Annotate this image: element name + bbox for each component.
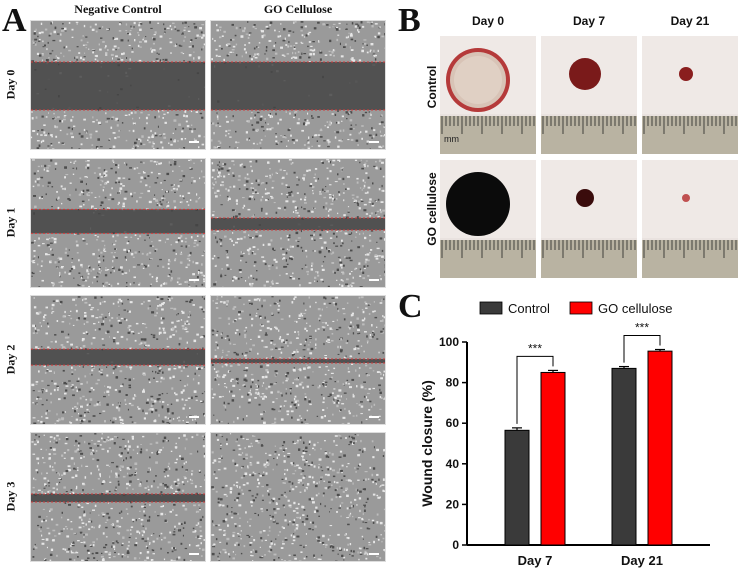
y-tick-label: 40 bbox=[446, 457, 460, 471]
bar bbox=[504, 429, 530, 546]
y-tick-label: 80 bbox=[446, 376, 460, 390]
x-category-label: Day 21 bbox=[621, 553, 663, 568]
panel-b-row-control: Control bbox=[425, 65, 439, 109]
microscopy-image bbox=[210, 158, 386, 288]
panel-a-row-label: Day 2 bbox=[3, 344, 18, 375]
microscopy-image bbox=[210, 295, 386, 425]
y-tick-label: 100 bbox=[439, 335, 459, 349]
wound-photo bbox=[440, 160, 536, 278]
panel-b-letter: B bbox=[398, 2, 421, 39]
panel-a-row-label: Day 0 bbox=[3, 69, 18, 100]
significance-label: *** bbox=[528, 341, 542, 355]
bar bbox=[647, 350, 673, 546]
y-tick-label: 20 bbox=[446, 497, 460, 511]
significance-bracket bbox=[623, 335, 661, 363]
panel-b-column-day-0: Day 0 bbox=[471, 14, 505, 28]
y-tick-label: 0 bbox=[452, 538, 459, 552]
panel-b-row-go-cellulose: GO cellulose bbox=[425, 172, 439, 246]
ruler-unit-label: mm bbox=[444, 134, 459, 144]
panel-a-column-negative-control: Negative Control bbox=[74, 2, 162, 16]
microscopy-image bbox=[30, 158, 206, 288]
microscopy-image bbox=[210, 20, 386, 150]
significance-bracket bbox=[516, 355, 554, 424]
legend-swatch bbox=[569, 301, 593, 315]
legend-label: GO cellulose bbox=[598, 301, 672, 316]
wound-closure-chart: Control GO cellulose 0 20 40 60 80 100 Wound clo… bbox=[419, 301, 710, 568]
microscopy-image bbox=[30, 432, 206, 562]
microscopy-image bbox=[30, 20, 206, 150]
significance-label: *** bbox=[635, 321, 649, 335]
panel-a-letter: A bbox=[2, 2, 27, 39]
panel-a-row-label: Day 3 bbox=[3, 481, 18, 512]
panel-c-letter: C bbox=[398, 288, 423, 325]
panel-a-row-label: Day 1 bbox=[3, 207, 18, 238]
y-tick-label: 60 bbox=[446, 416, 460, 430]
panel-b-column-day-7: Day 7 bbox=[572, 14, 606, 28]
microscopy-image bbox=[30, 295, 206, 425]
wound-photo bbox=[642, 36, 738, 154]
panel-a-column-go-cellulose: GO Cellulose bbox=[263, 2, 333, 16]
y-axis-label: Wound closure (%) bbox=[419, 380, 435, 507]
bar bbox=[611, 367, 637, 546]
microscopy-image bbox=[210, 432, 386, 562]
bar bbox=[540, 371, 566, 546]
wound-photo bbox=[541, 36, 637, 154]
legend-swatch bbox=[479, 301, 503, 315]
wound-photo bbox=[642, 160, 738, 278]
panel-b-column-day-21: Day 21 bbox=[670, 14, 710, 28]
wound-photo: mm bbox=[440, 36, 536, 154]
x-category-label: Day 7 bbox=[518, 553, 553, 568]
wound-photo bbox=[541, 160, 637, 278]
legend-label: Control bbox=[508, 301, 550, 316]
